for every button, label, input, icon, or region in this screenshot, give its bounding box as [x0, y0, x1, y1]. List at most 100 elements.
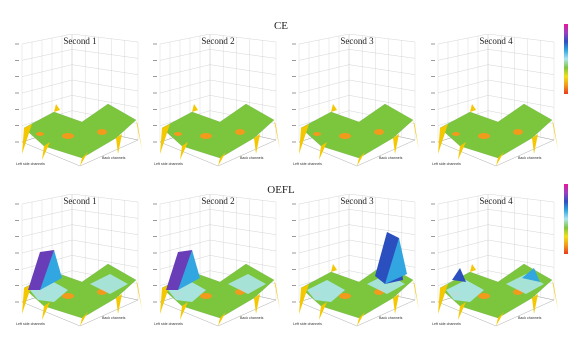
colorbar-ce — [564, 24, 568, 94]
grid-line — [487, 64, 555, 75]
grid-line — [159, 224, 211, 237]
surface-spike — [357, 152, 365, 166]
grid-line — [159, 95, 211, 110]
surface-plot — [153, 194, 280, 327]
surface-plot — [15, 34, 142, 167]
surface-peak — [178, 250, 200, 290]
surface-panel: Second 1 Left side channels Back channels — [10, 34, 150, 184]
grid-line — [298, 64, 350, 77]
surface-patch — [307, 280, 345, 302]
grid-line — [298, 34, 350, 45]
grid-line — [348, 194, 416, 203]
y-axis-label: Back channels — [379, 316, 403, 320]
surface-spike — [532, 294, 538, 314]
grid-line — [298, 79, 350, 94]
grid-line — [209, 95, 277, 108]
grid-line — [209, 239, 277, 252]
panel-title: Second 4 — [479, 36, 513, 46]
surface-plot — [431, 194, 558, 327]
y-axis-label: Back channels — [240, 316, 264, 320]
grid-line — [437, 79, 489, 94]
surface-spike — [192, 104, 198, 112]
surface-patch — [36, 132, 44, 136]
grid-line — [159, 34, 211, 45]
x-axis-label: Left side channels — [154, 322, 183, 326]
surface-patch — [200, 133, 212, 139]
grid-line — [159, 239, 211, 254]
grid-line — [437, 49, 489, 61]
grid-line — [348, 49, 416, 59]
grid-line — [159, 79, 211, 94]
grid-line — [348, 209, 416, 219]
grid-line — [21, 34, 73, 45]
surface-plot — [153, 34, 280, 167]
grid-line — [437, 194, 489, 205]
surface-spike — [458, 302, 466, 320]
grid-line — [21, 194, 73, 205]
grid-line — [209, 34, 277, 43]
surface-plot — [15, 194, 142, 327]
surface-spike — [116, 134, 122, 154]
surface-spike — [136, 280, 142, 310]
colorbar-oefl — [564, 184, 568, 254]
surface-panel: Second 3 Left side channels Back channels — [287, 34, 427, 184]
x-axis-label: Left side channels — [293, 162, 322, 166]
grid-line — [209, 209, 277, 219]
grid-line — [437, 209, 489, 221]
surface-panel: Second 3 Left side channels Back channels — [287, 194, 427, 344]
grid-line — [159, 49, 211, 61]
surface-spike — [357, 312, 365, 326]
grid-line — [71, 79, 139, 92]
surface-panel: Second 4 Left side channels Back channels — [426, 194, 566, 344]
grid-line — [71, 194, 139, 203]
grid-line — [348, 79, 416, 92]
grid-line — [21, 239, 73, 254]
surface-spike — [438, 284, 448, 314]
grid-line — [159, 64, 211, 77]
surface-panel: Second 2 Left side channels Back channels — [148, 194, 288, 344]
panel-title: Second 1 — [63, 196, 97, 206]
surface-spike — [80, 312, 88, 326]
surface-plot — [431, 34, 558, 167]
surface-patch — [97, 129, 107, 135]
surface-spike — [116, 294, 122, 314]
grid-line — [209, 79, 277, 92]
y-axis-label: Back channels — [379, 156, 403, 160]
surface-patch — [200, 293, 212, 299]
grid-line — [487, 194, 555, 203]
grid-line — [348, 95, 416, 108]
surface-spike — [532, 134, 538, 154]
grid-line — [487, 49, 555, 59]
surface-spike — [22, 124, 32, 154]
grid-line — [21, 64, 73, 77]
x-axis-label: Left side channels — [16, 162, 45, 166]
surface-patch — [374, 129, 384, 135]
surface-patch — [452, 132, 460, 136]
surface-plot — [292, 194, 419, 327]
grid-line — [437, 95, 489, 110]
surface-spike — [496, 152, 504, 166]
surface-spike — [319, 302, 327, 320]
x-axis-label: Left side channels — [293, 322, 322, 326]
surface-spike — [274, 120, 280, 150]
grid-line — [71, 239, 139, 252]
grid-line — [298, 95, 350, 110]
x-axis-label: Left side channels — [16, 322, 45, 326]
y-axis-label: Back channels — [518, 156, 542, 160]
grid-line — [71, 34, 139, 43]
section-title-oefl: OEFL — [267, 184, 295, 196]
grid-line — [348, 224, 416, 235]
surface-peak — [522, 268, 540, 282]
surface-spike — [180, 142, 188, 160]
surface-spike — [393, 294, 399, 314]
panel-title: Second 4 — [479, 196, 513, 206]
surface-patch — [90, 274, 128, 294]
surface-patch — [174, 132, 182, 136]
grid-line — [298, 255, 350, 270]
grid-line — [159, 194, 211, 205]
grid-line — [159, 209, 211, 221]
surface-patch — [339, 293, 351, 299]
panel-title: Second 3 — [340, 196, 374, 206]
surface-spike — [413, 120, 419, 150]
grid-line — [437, 64, 489, 77]
